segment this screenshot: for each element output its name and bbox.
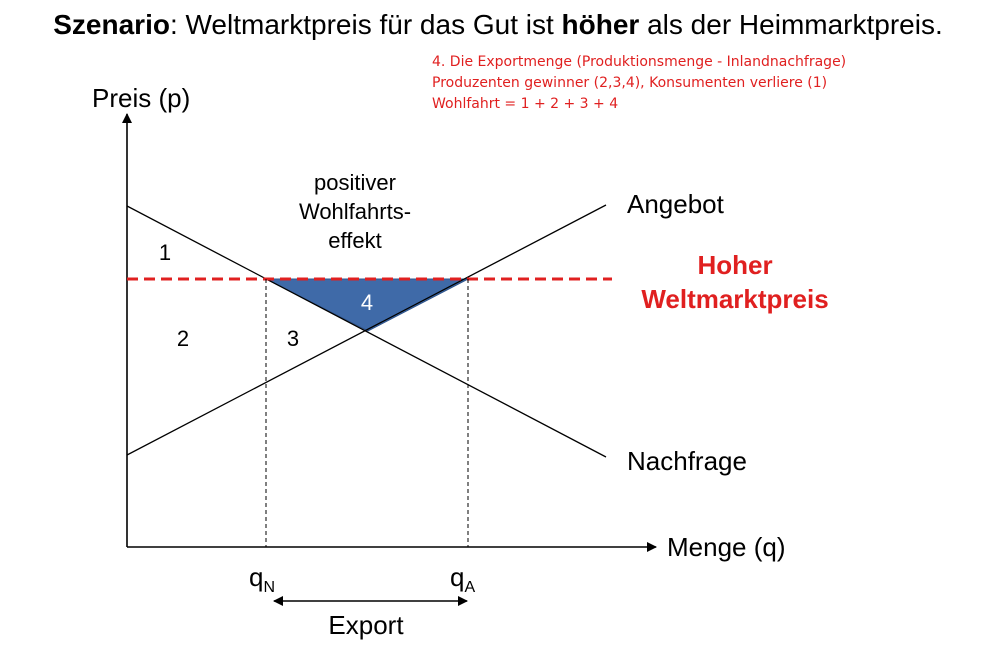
note-line-1: 4. Die Exportmenge (Produktionsmenge - I… (432, 54, 847, 70)
title-part1: : Weltmarktpreis für das Gut ist (169, 9, 562, 40)
world-price-label-line1: Hoher (697, 250, 772, 280)
world-price-label-line2: Weltmarktpreis (641, 284, 828, 314)
title-emphasis: höher (561, 9, 640, 40)
supply-curve (126, 204, 607, 456)
title-part2: als der Heimmarktpreis. (639, 9, 943, 40)
area-1-label: 1 (159, 240, 171, 265)
qA-main: q (450, 562, 464, 592)
annotation-note: 4. Die Exportmenge (Produktionsmenge - I… (432, 52, 846, 115)
area-3-label: 3 (287, 326, 299, 351)
welfare-label-line3: effekt (328, 228, 381, 253)
qA-label: qA (450, 562, 475, 596)
export-label: Export (328, 610, 404, 640)
note-line-3: Wohlfahrt = 1 + 2 + 3 + 4 (432, 96, 619, 112)
qN-sub: N (263, 579, 275, 596)
qA-sub: A (464, 579, 475, 596)
note-line-2: Produzenten gewinner (2,3,4), Konsumente… (432, 75, 828, 91)
y-axis-label: Preis (p) (92, 83, 190, 113)
area-2-label: 2 (177, 326, 189, 351)
area-4-label: 4 (361, 290, 373, 315)
welfare-label-line2: Wohlfahrts- (299, 199, 411, 224)
qN-label: qN (249, 562, 275, 596)
page-title: Szenario: Weltmarktpreis für das Gut ist… (0, 8, 996, 42)
x-axis-label: Menge (q) (667, 532, 786, 562)
demand-label: Nachfrage (627, 446, 747, 476)
supply-label: Angebot (627, 189, 725, 219)
welfare-label-line1: positiver (314, 170, 396, 195)
demand-curve (126, 205, 607, 458)
qN-main: q (249, 562, 263, 592)
title-scenario-word: Szenario (53, 9, 170, 40)
